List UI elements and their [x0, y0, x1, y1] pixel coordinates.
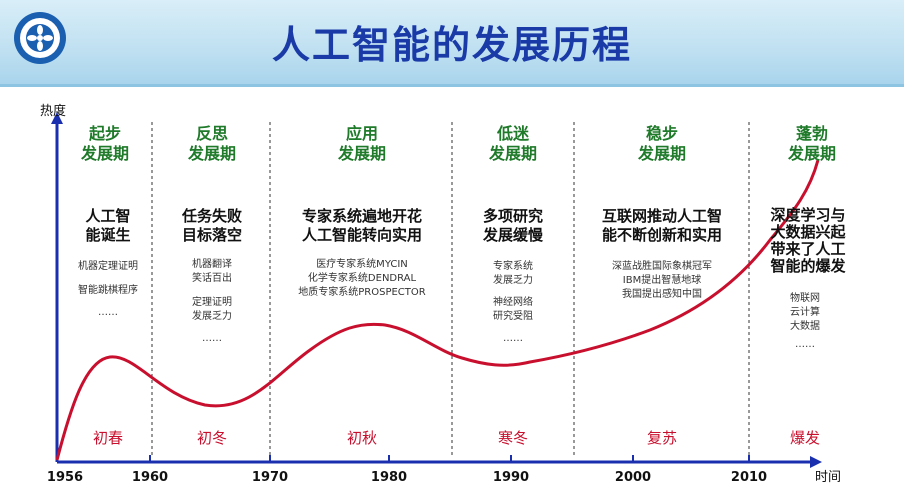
phase-event: 互联网推动人工智 能不断创新和实用: [601, 207, 723, 244]
phase-notes: 机器翻译 笑话百出 定理证明 发展乏力 ……: [192, 259, 232, 344]
phase-title: 低迷 发展期: [488, 124, 538, 163]
page-title: 人工智能的发展历程: [271, 23, 632, 67]
phase-season: 复苏: [646, 429, 678, 447]
phase-title: 稳步 发展期: [637, 124, 687, 163]
phase-title: 反思 发展期: [187, 124, 237, 163]
phase-event: 专家系统遍地开花 人工智能转向实用: [301, 207, 423, 244]
phase-season: 初冬: [196, 429, 228, 447]
phase-season: 爆发: [789, 429, 821, 447]
phase-title: 起步 发展期: [80, 124, 130, 163]
heat-curve: [55, 159, 820, 461]
year-ticks: [149, 455, 750, 462]
phase-event: 任务失败 目标落空: [181, 207, 243, 244]
x-axis-label: 时间: [815, 470, 842, 485]
phase-dividers: [151, 122, 750, 455]
phase-event: 人工智 能诞生: [85, 207, 131, 244]
year-label: 1970: [251, 470, 289, 485]
year-label: 1990: [492, 470, 530, 485]
phase-notes: 专家系统 发展乏力 神经网络 研究受阻 ……: [493, 261, 533, 344]
phase-title: 蓬勃 发展期: [787, 124, 837, 163]
year-label: 1956: [46, 470, 84, 485]
phase-event: 多项研究 发展缓慢: [482, 207, 544, 244]
phase-season: 初秋: [346, 429, 378, 447]
institution-logo: [14, 12, 66, 64]
phase-title: 应用 发展期: [337, 124, 387, 163]
year-label: 1980: [370, 470, 408, 485]
x-axis-arrow: [810, 456, 822, 468]
year-label: 2010: [730, 470, 768, 485]
y-axis-arrow: [51, 112, 63, 124]
y-axis-label: 热度: [40, 104, 67, 119]
phase-notes: 医疗专家系统MYCIN 化学专家系统DENDRAL 地质专家系统PROSPECT…: [298, 259, 426, 298]
year-label: 2000: [614, 470, 652, 485]
header-divider: [0, 84, 904, 87]
year-label: 1960: [131, 470, 169, 485]
phase-notes: 机器定理证明 智能跳棋程序 ……: [78, 261, 138, 318]
phase-notes: 物联网 云计算 大数据 ……: [790, 293, 820, 350]
phase-season: 寒冬: [497, 429, 529, 447]
header-banner: [0, 0, 904, 84]
phase-season: 初春: [92, 429, 124, 447]
phase-notes: 深蓝战胜国际象棋冠军 IBM提出智慧地球 我国提出感知中国: [612, 261, 712, 300]
phase-event: 深度学习与 大数据兴起 带来了人工 智能的爆发: [770, 206, 846, 275]
